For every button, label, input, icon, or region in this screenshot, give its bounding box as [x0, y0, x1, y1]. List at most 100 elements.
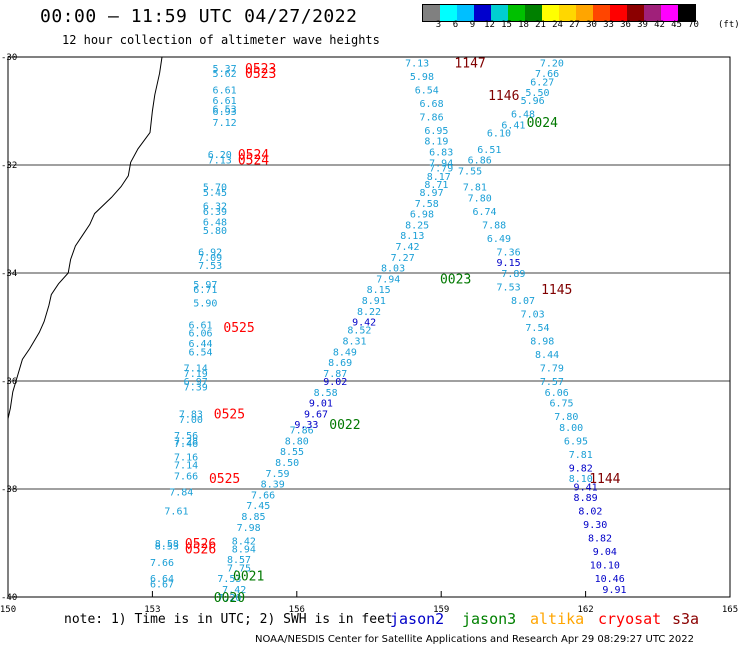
lat-tick-label: -36	[1, 377, 17, 387]
wave-height-value: 7.87	[323, 369, 347, 380]
wave-height-value: 5.80	[203, 226, 227, 237]
wave-height-value: 9.01	[309, 399, 333, 410]
coastline	[7, 56, 163, 419]
lat-tick-label: -34	[1, 269, 17, 279]
colorbar-swatch	[610, 5, 627, 21]
wave-height-value: 7.27	[391, 253, 415, 264]
colorbar-label: 3	[435, 20, 442, 30]
colorbar-label: 45	[671, 20, 682, 30]
wave-height-value: 6.68	[420, 99, 444, 110]
wave-height-value: 6.95	[424, 126, 448, 137]
wave-height-value: 8.15	[367, 285, 391, 296]
wave-height-value: 6.95	[564, 436, 588, 447]
wave-height-value: 8.19	[424, 137, 448, 148]
wave-height-value: 7.03	[521, 310, 545, 321]
wave-height-value: 8.57	[227, 555, 251, 566]
satellite-legend-jason3: jason3	[462, 610, 517, 628]
wave-height-value: 6.64	[150, 574, 174, 585]
wave-height-value: 8.85	[241, 512, 265, 523]
wave-height-value: 7.46	[174, 439, 198, 450]
wave-height-colorbar	[422, 4, 696, 22]
colorbar-swatch	[525, 5, 542, 21]
pass-time-label: 0525	[209, 472, 240, 487]
pass-time-label: 0524	[238, 154, 269, 169]
colorbar-swatch	[508, 5, 525, 21]
colorbar-swatch	[491, 5, 508, 21]
wave-height-value: 7.86	[290, 426, 314, 437]
wave-height-value: 6.75	[549, 399, 573, 410]
wave-height-value: 7.88	[482, 220, 506, 231]
wave-height-value: 7.19	[184, 369, 208, 380]
lon-tick-label: 165	[722, 605, 738, 615]
wave-height-value: 7.58	[415, 199, 439, 210]
colorbar-label: 42	[654, 20, 665, 30]
satellite-legend-cryosat: cryosat	[598, 610, 662, 628]
wave-height-value: 7.16	[174, 453, 198, 464]
wave-height-value: 6.74	[472, 207, 496, 218]
wave-height-value: 5.70	[203, 183, 227, 194]
wave-height-value: 6.48	[511, 110, 535, 121]
page-subtitle: 12 hour collection of altimeter wave hei…	[62, 33, 380, 47]
wave-height-value: 6.93	[213, 107, 237, 118]
colorbar-label: 24	[552, 20, 563, 30]
wave-height-value: 6.51	[477, 145, 501, 156]
wave-height-value: 8.82	[588, 534, 612, 545]
wave-height-value: 8.58	[314, 388, 338, 399]
wave-height-value: 8.55	[280, 447, 304, 458]
wave-height-value: 8.89	[574, 493, 598, 504]
lat-tick-label: -38	[1, 485, 17, 495]
pass-time-label: 1146	[488, 89, 519, 104]
colorbar-swatch	[644, 5, 661, 21]
wave-height-value: 7.81	[569, 450, 593, 461]
wave-height-value: 6.86	[468, 156, 492, 167]
wave-height-value: 8.44	[535, 350, 559, 361]
wave-height-value: 6.53	[213, 104, 237, 115]
wave-height-value: 7.09	[198, 253, 222, 264]
wave-height-value: 7.36	[497, 247, 521, 258]
pass-time-label: 0020	[214, 591, 245, 606]
wave-height-value: 7.54	[525, 323, 549, 334]
wave-height-value: 6.97	[184, 377, 208, 388]
wave-height-value: 5.50	[525, 88, 549, 99]
wave-height-value: 8.53	[155, 542, 179, 553]
lat-tick-label: -32	[1, 161, 17, 171]
wave-height-value: 8.25	[405, 220, 429, 231]
wave-height-value: 5.97	[193, 280, 217, 291]
wave-height-value: 6.48	[203, 218, 227, 229]
colorbar-label: 27	[569, 20, 580, 30]
colorbar-label: 39	[637, 20, 648, 30]
wave-height-value: 7.80	[468, 193, 492, 204]
wave-height-value: 7.14	[184, 364, 208, 375]
wave-height-value: 7.86	[420, 112, 444, 123]
colorbar-label: 12	[484, 20, 495, 30]
wave-height-value: 8.58	[155, 539, 179, 550]
wave-height-value: 6.54	[415, 85, 439, 96]
colorbar-label: 33	[603, 20, 614, 30]
pass-time-label: 1147	[454, 56, 485, 71]
wave-height-value: 8.42	[232, 536, 256, 547]
wave-height-value: 7.59	[265, 469, 289, 480]
wave-height-value: 9.82	[569, 463, 593, 474]
wave-height-value: 8.13	[400, 231, 424, 242]
wave-height-value: 8.98	[530, 337, 554, 348]
colorbar-swatch	[474, 5, 491, 21]
pass-time-label: 0024	[527, 116, 558, 131]
colorbar-label: 6	[452, 20, 459, 30]
wave-height-value: 6.54	[188, 347, 212, 358]
wave-height-value: 7.13	[405, 58, 429, 69]
wave-height-value: 7.66	[535, 69, 559, 80]
colorbar-label: 70	[688, 20, 699, 30]
colorbar-label: 18	[518, 20, 529, 30]
wave-height-value: 9.33	[294, 420, 318, 431]
colorbar-label: 30	[586, 20, 597, 30]
wave-height-value: 6.06	[188, 328, 212, 339]
colorbar-swatch	[457, 5, 474, 21]
wave-height-value: 7.42	[395, 242, 419, 253]
wave-height-value: 8.69	[328, 358, 352, 369]
wave-height-value: 6.92	[198, 247, 222, 258]
wave-height-value: 7.66	[251, 490, 275, 501]
wave-height-value: 8.49	[333, 347, 357, 358]
satellite-legend-s3a: s3a	[672, 610, 700, 628]
pass-time-label: 0525	[223, 321, 254, 336]
